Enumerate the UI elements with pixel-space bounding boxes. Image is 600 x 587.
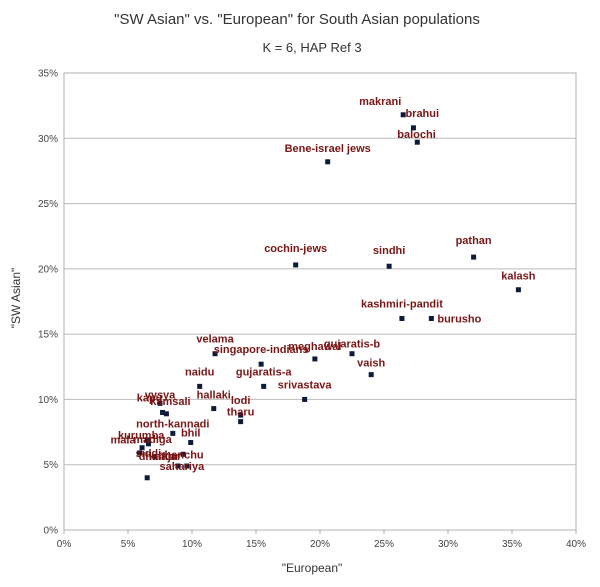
data-point bbox=[197, 383, 203, 389]
point-label: tharu bbox=[227, 407, 255, 419]
y-tick-label: 15% bbox=[38, 330, 58, 341]
data-point bbox=[163, 411, 169, 417]
data-point bbox=[144, 475, 150, 481]
y-axis-title: "SW Asian" bbox=[9, 268, 23, 329]
y-tick-label: 0% bbox=[44, 526, 59, 537]
chart-title: "SW Asian" vs. "European" for South Asia… bbox=[114, 11, 480, 28]
point-label: kashmiri-pandit bbox=[361, 298, 443, 310]
data-point bbox=[400, 112, 406, 118]
data-point bbox=[399, 315, 405, 321]
data-point bbox=[238, 412, 244, 418]
data-point bbox=[302, 396, 308, 402]
x-axis-ticks: 0% 5% 10% 15% 20% 25% 30% 35% 40% bbox=[57, 539, 586, 550]
point-label: burusho bbox=[437, 313, 481, 325]
x-axis-title: "European" bbox=[282, 561, 343, 575]
point-label: chenchu bbox=[158, 449, 203, 461]
point-label: kurumba bbox=[118, 430, 165, 442]
point-label: makrani bbox=[359, 96, 401, 108]
data-point bbox=[184, 463, 190, 469]
point-label: gujaratis-a bbox=[236, 366, 293, 378]
point-labels: makrani brahui balochi Bene-israel jews path… bbox=[111, 96, 536, 473]
data-point bbox=[325, 159, 331, 165]
data-point bbox=[428, 315, 434, 321]
data-point bbox=[180, 451, 186, 457]
y-tick-label: 10% bbox=[38, 395, 58, 406]
point-label: cochin-jews bbox=[264, 243, 327, 255]
data-point bbox=[258, 361, 264, 367]
plot-area bbox=[63, 72, 577, 531]
point-label: bhil bbox=[181, 428, 201, 440]
point-label: vysya bbox=[145, 389, 176, 401]
point-label: srivastava bbox=[278, 379, 333, 391]
data-point bbox=[238, 419, 244, 425]
point-label: dharkar bbox=[139, 451, 180, 463]
point-label: meghawal bbox=[288, 341, 341, 353]
x-tick-label: 10% bbox=[182, 539, 202, 550]
point-label: kanjar bbox=[149, 451, 182, 463]
point-label: mala bbox=[111, 435, 137, 447]
y-axis-ticks: 0% 5% 10% 15% 20% 25% 30% 35% bbox=[38, 69, 58, 537]
data-point bbox=[312, 356, 318, 362]
y-tick-label: 25% bbox=[38, 199, 58, 210]
point-label: kalash bbox=[501, 271, 536, 283]
y-tick-label: 5% bbox=[44, 460, 59, 471]
x-tick-label: 40% bbox=[566, 539, 586, 550]
point-label: sindhi bbox=[373, 245, 405, 257]
point-label: lodi bbox=[231, 395, 251, 407]
data-point bbox=[145, 441, 151, 447]
point-label: kapu bbox=[137, 392, 163, 404]
x-tick-label: 15% bbox=[246, 539, 266, 550]
data-points bbox=[137, 112, 521, 481]
point-label: Bene-israel jews bbox=[285, 143, 371, 155]
data-point bbox=[471, 254, 477, 260]
point-label: singapore-indians bbox=[214, 344, 309, 356]
point-label: siddi bbox=[136, 448, 162, 460]
data-point bbox=[137, 450, 143, 456]
chart-subtitle: K = 6, HAP Ref 3 bbox=[262, 40, 361, 55]
data-point bbox=[152, 454, 158, 460]
data-point bbox=[515, 287, 521, 293]
data-point bbox=[261, 383, 267, 389]
point-label: brahui bbox=[405, 108, 439, 120]
point-label: balochi bbox=[397, 129, 436, 141]
point-label: vaish bbox=[357, 358, 385, 370]
y-tick-label: 20% bbox=[38, 264, 58, 275]
point-label: gujaratis-b bbox=[324, 339, 381, 351]
data-point bbox=[144, 437, 150, 443]
y-tick-label: 35% bbox=[38, 69, 58, 80]
data-point bbox=[188, 440, 194, 446]
data-point bbox=[170, 430, 176, 436]
data-point bbox=[414, 139, 420, 145]
data-point bbox=[410, 125, 416, 131]
gridlines bbox=[63, 72, 577, 534]
x-tick-label: 30% bbox=[438, 539, 458, 550]
data-point bbox=[211, 406, 217, 412]
point-label: hallaki bbox=[197, 390, 231, 402]
point-label: sahariya bbox=[160, 461, 206, 473]
data-point bbox=[212, 351, 218, 357]
data-point bbox=[349, 351, 355, 357]
x-tick-label: 35% bbox=[502, 539, 522, 550]
y-tick-label: 30% bbox=[38, 134, 58, 145]
x-tick-label: 20% bbox=[310, 539, 330, 550]
data-point bbox=[175, 463, 181, 469]
data-point bbox=[139, 445, 145, 451]
data-point bbox=[386, 263, 392, 269]
point-label: naidu bbox=[185, 366, 214, 378]
point-label: pathan bbox=[456, 235, 492, 247]
data-point bbox=[293, 262, 299, 268]
point-label: velama bbox=[196, 334, 234, 346]
x-tick-label: 0% bbox=[57, 539, 72, 550]
data-point bbox=[160, 409, 166, 415]
point-label: kamsali bbox=[150, 396, 190, 408]
data-point bbox=[368, 372, 374, 378]
x-tick-label: 25% bbox=[374, 539, 394, 550]
point-label: madiga bbox=[133, 434, 172, 446]
x-tick-label: 5% bbox=[121, 539, 136, 550]
point-label: north-kannadi bbox=[136, 418, 209, 430]
data-point bbox=[157, 400, 163, 406]
